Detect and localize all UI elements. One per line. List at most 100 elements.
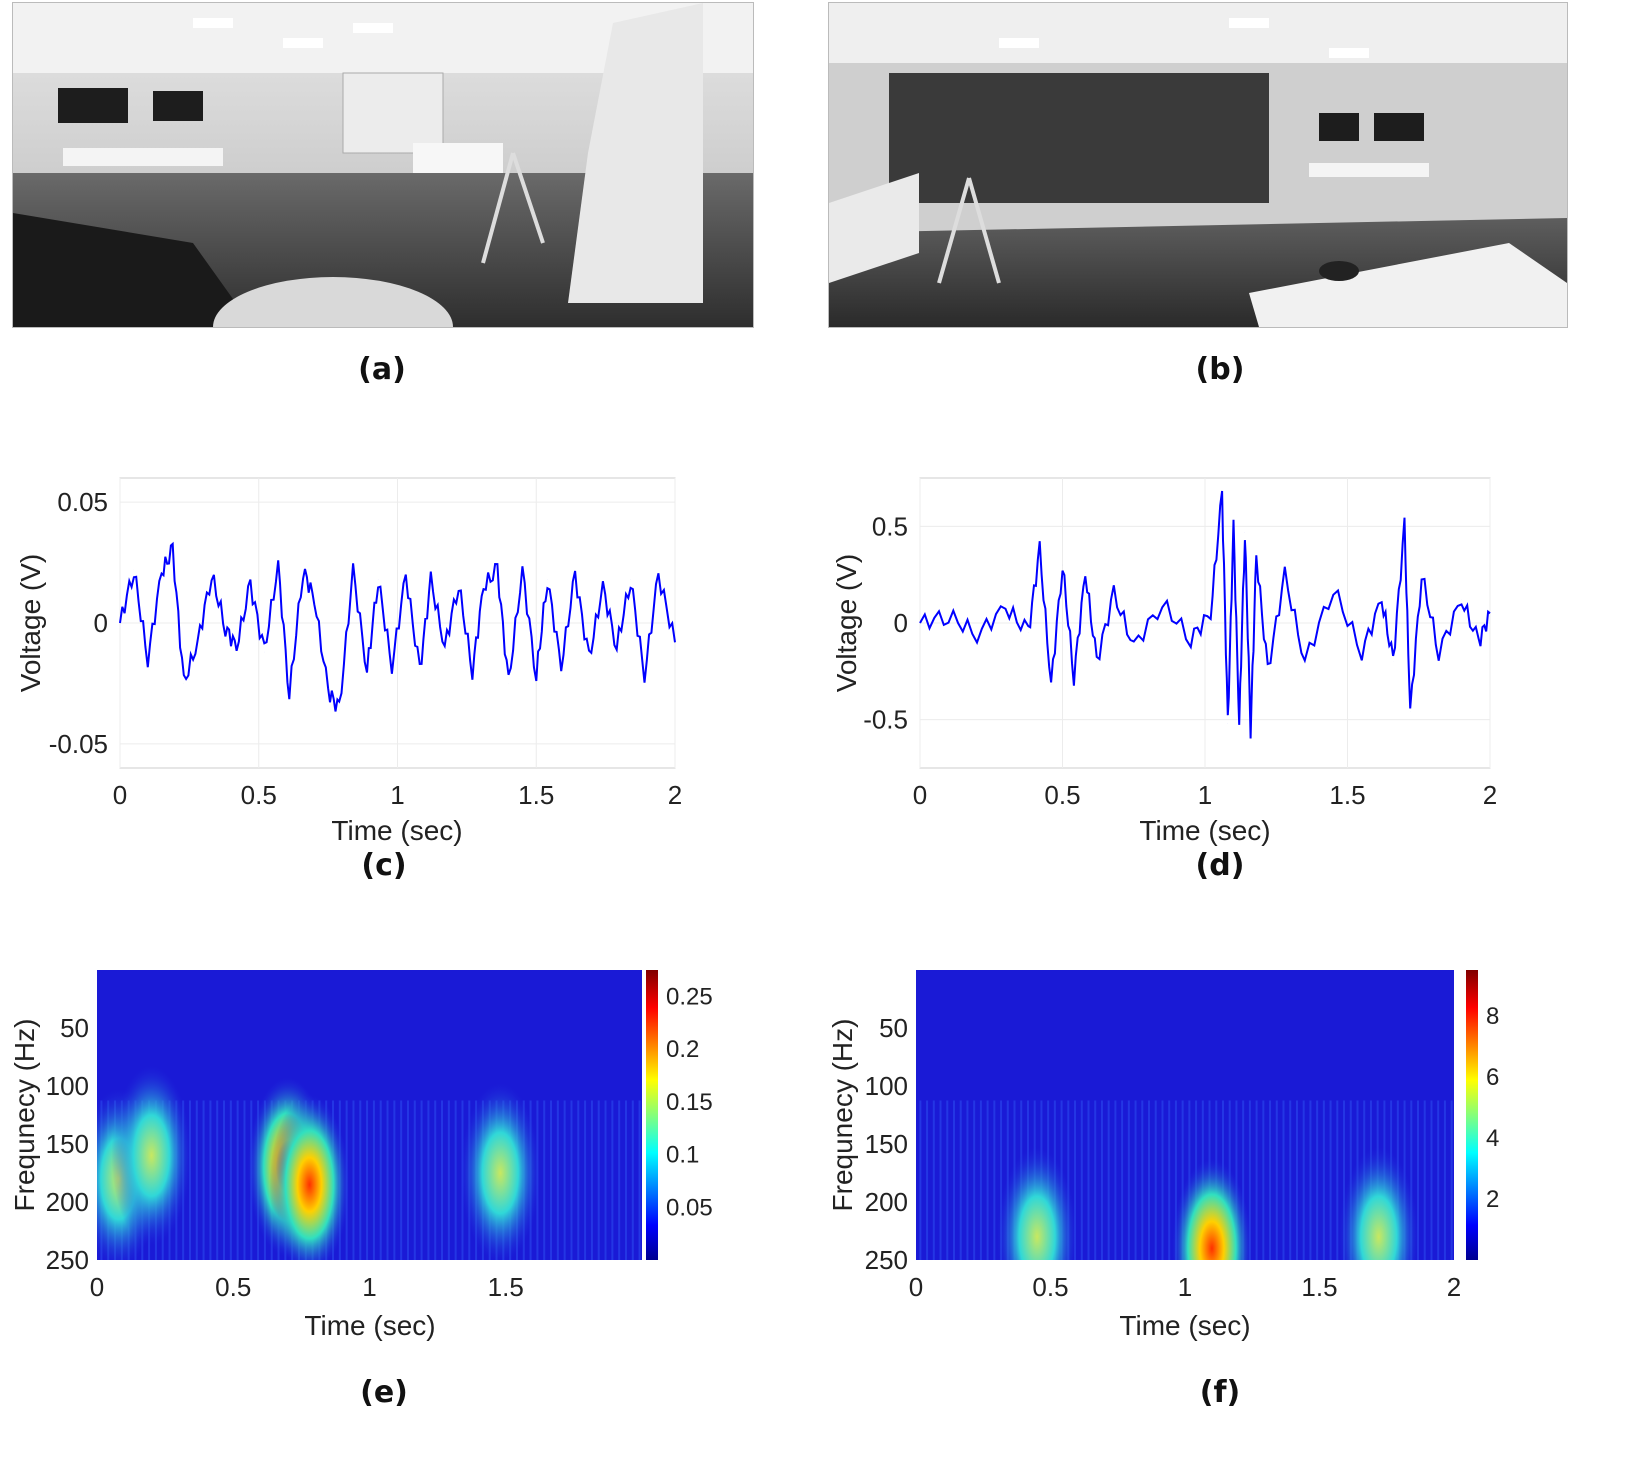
y-tick-label-c: 0.05 <box>57 487 108 517</box>
stripe-f <box>1329 1100 1332 1260</box>
stripe-e <box>379 1100 382 1260</box>
stripe-f <box>1067 1100 1070 1260</box>
y-tick-label-f: 200 <box>865 1187 908 1217</box>
stripe-f <box>959 1100 962 1260</box>
x-tick-label-d: 1.5 <box>1329 780 1365 810</box>
stripe-f <box>1242 1100 1245 1260</box>
stripe-e <box>441 1100 444 1260</box>
hotspot-e <box>460 1083 541 1260</box>
y-tick-label-d: 0 <box>894 608 908 638</box>
stripe-f <box>1289 1100 1292 1260</box>
stripe-f <box>993 1100 996 1260</box>
colorbar-ticks-e: 0.05 0.1 0.15 0.2 0.25 <box>666 983 713 1221</box>
stripe-f <box>1141 1100 1144 1260</box>
stripe-f <box>1309 1100 1312 1260</box>
stripe-f <box>1423 1100 1426 1260</box>
stripe-f <box>1437 1100 1440 1260</box>
x-tick-label-f: 0.5 <box>1032 1272 1068 1302</box>
stripe-f <box>1127 1100 1130 1260</box>
x-tick-label-f: 0 <box>909 1272 923 1302</box>
stripe-f <box>1087 1100 1090 1260</box>
panel-label-e: (e) <box>360 1375 408 1410</box>
x-tick-label-f: 1 <box>1178 1272 1192 1302</box>
signal-line-c <box>119 541 676 712</box>
stripe-e <box>584 1100 587 1260</box>
stripe-f <box>1161 1100 1164 1260</box>
stripe-f <box>1181 1100 1184 1260</box>
x-tick-label-f: 1.5 <box>1301 1272 1337 1302</box>
hotspot-f <box>1338 1146 1419 1260</box>
x-tick-label-e: 0.5 <box>215 1272 251 1302</box>
stripe-f <box>979 1100 982 1260</box>
colorbar-e <box>646 970 658 1260</box>
colorbar-tick-label-f: 2 <box>1486 1186 1499 1213</box>
y-ticks-f: 50 100 150 200 250 <box>865 1013 908 1275</box>
x-tick-label-c: 0.5 <box>241 780 277 810</box>
stripe-f <box>1000 1100 1003 1260</box>
stripe-f <box>1443 1100 1446 1260</box>
stripe-e <box>413 1100 416 1260</box>
photo-room-a <box>12 2 754 328</box>
y-axis-label-f: Frequnecy (Hz) <box>827 1019 858 1212</box>
stripe-e <box>624 1100 627 1260</box>
stripe-f <box>946 1100 949 1260</box>
stripe-f <box>1100 1100 1103 1260</box>
stripe-f <box>1080 1100 1083 1260</box>
y-tick-label-e: 150 <box>46 1129 89 1159</box>
y-ticks-d: -0.5 0 0.5 <box>863 511 908 734</box>
stripe-e <box>209 1100 212 1260</box>
stripe-e <box>427 1100 430 1260</box>
stripe-f <box>919 1100 922 1260</box>
stripe-e <box>570 1100 573 1260</box>
photo-room-b <box>828 2 1568 328</box>
stripe-e <box>386 1100 389 1260</box>
x-tick-label-e: 0 <box>90 1272 104 1302</box>
colorbar-tick-label-e: 0.05 <box>666 1194 713 1221</box>
stripe-f <box>1343 1100 1346 1260</box>
stripe-e <box>406 1100 409 1260</box>
classroom-photo-icon <box>829 3 1567 327</box>
x-axis-label-d: Time (sec) <box>1139 815 1270 846</box>
panel-label-c: (c) <box>361 848 407 883</box>
stripe-e <box>229 1100 232 1260</box>
colorbar-tick-label-e: 0.1 <box>666 1142 699 1169</box>
x-tick-label-c: 1.5 <box>518 780 554 810</box>
colorbar-f <box>1466 970 1478 1260</box>
stripe-e <box>236 1100 239 1260</box>
stripe-e <box>604 1100 607 1260</box>
y-tick-label-e: 200 <box>46 1187 89 1217</box>
x-tick-label-d: 0 <box>913 780 927 810</box>
panel-label-b: (b) <box>1195 352 1245 387</box>
colorbar-tick-label-f: 6 <box>1486 1064 1499 1091</box>
x-axis-label-c: Time (sec) <box>331 815 462 846</box>
stripe-f <box>1316 1100 1319 1260</box>
x-tick-label-d: 2 <box>1483 780 1497 810</box>
stripe-f <box>1255 1100 1258 1260</box>
stripe-e <box>202 1100 205 1260</box>
series-c <box>119 541 676 712</box>
stripe-f <box>939 1100 942 1260</box>
stripe-e <box>590 1100 593 1260</box>
y-tick-label-f: 50 <box>879 1013 908 1043</box>
stripe-e <box>638 1100 641 1260</box>
colorbar-tick-label-e: 0.15 <box>666 1089 713 1116</box>
hotspot-f <box>997 1146 1078 1260</box>
x-tick-label-c: 0 <box>113 780 127 810</box>
stripe-f <box>1174 1100 1177 1260</box>
stripe-e <box>420 1100 423 1260</box>
hotspot-e <box>269 1094 350 1260</box>
stripe-f <box>1148 1100 1151 1260</box>
stripe-f <box>1295 1100 1298 1260</box>
y-tick-label-d: -0.5 <box>863 705 908 735</box>
stripe-e <box>366 1100 369 1260</box>
stripe-e <box>372 1100 375 1260</box>
panel-label-f: (f) <box>1199 1375 1241 1410</box>
stripe-e <box>359 1100 362 1260</box>
stripe-f <box>1417 1100 1420 1260</box>
stripe-f <box>1410 1100 1413 1260</box>
stripe-e <box>631 1100 634 1260</box>
y-tick-label-e: 100 <box>46 1071 89 1101</box>
stripe-f <box>1107 1100 1110 1260</box>
stripe-f <box>973 1100 976 1260</box>
